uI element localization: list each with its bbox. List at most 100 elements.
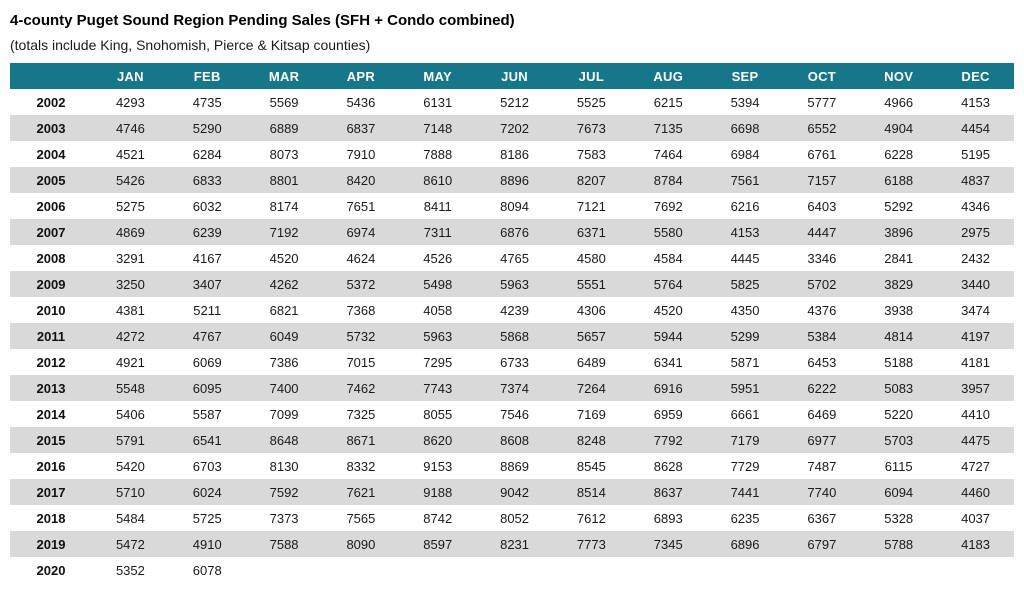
table-cell: 4921 — [115, 354, 145, 370]
table-cell: 7157 — [807, 172, 837, 188]
page-title: 4-county Puget Sound Region Pending Sale… — [10, 12, 515, 29]
table-cell: 5777 — [807, 94, 837, 110]
table-cell: 8514 — [576, 484, 606, 500]
table-cell: 7621 — [346, 484, 376, 500]
table-cell: 5472 — [115, 536, 145, 552]
table-cell: 5710 — [115, 484, 145, 500]
table-cell: 7487 — [807, 458, 837, 474]
table-cell: 5725 — [192, 510, 222, 526]
table-cell: 6235 — [730, 510, 760, 526]
table-cell: 8174 — [269, 198, 299, 214]
table-cell: 7179 — [730, 432, 760, 448]
table-cell: 5328 — [884, 510, 914, 526]
table-header: JAN FEB MAR APR MAY JUN JUL AUG SEP OCT NOV DEC — [10, 63, 1014, 89]
month-header: JUL — [552, 63, 630, 89]
table-cell: 4183 — [961, 536, 991, 552]
table-cell: 6876 — [500, 224, 530, 240]
table-cell: 5702 — [807, 276, 837, 292]
table-cell: 7592 — [269, 484, 299, 500]
table-cell — [246, 557, 323, 583]
table-cell: 5420 — [115, 458, 145, 474]
table-cell: 8620 — [423, 432, 453, 448]
table-cell: 8231 — [500, 536, 530, 552]
table-cell: 6284 — [192, 146, 222, 162]
table-cell: 4460 — [961, 484, 991, 500]
table-row: 2018 5484 5725 7373 7565 8742 8052 7612 6893 6235… — [10, 505, 1014, 531]
table-row: 2016 5420 6703 8130 8332 9153 8869 8545 8628 7729… — [10, 453, 1014, 479]
row-year: 2002 — [36, 94, 66, 110]
table-cell: 3474 — [961, 302, 991, 318]
table-cell: 5406 — [115, 406, 145, 422]
table-cell: 7373 — [269, 510, 299, 526]
table-cell: 7462 — [346, 380, 376, 396]
row-year: 2013 — [36, 380, 66, 396]
table-cell: 7400 — [269, 380, 299, 396]
table-row: 2002 4293 4735 5569 5436 6131 5212 5525 6215 5394… — [10, 89, 1014, 115]
table-cell: 4346 — [961, 198, 991, 214]
table-cell: 4727 — [961, 458, 991, 474]
table-cell: 5825 — [730, 276, 760, 292]
table-cell: 8073 — [269, 146, 299, 162]
table-cell: 6916 — [653, 380, 683, 396]
table-row: 2006 5275 6032 8174 7651 8411 8094 7121 7692 6216… — [10, 193, 1014, 219]
table-cell: 7015 — [346, 354, 376, 370]
table-cell: 6403 — [807, 198, 837, 214]
table-cell: 4869 — [115, 224, 145, 240]
table-cell: 5188 — [884, 354, 914, 370]
table-cell: 6094 — [884, 484, 914, 500]
table-cell: 5657 — [576, 328, 606, 344]
table-cell: 3250 — [115, 276, 145, 292]
page-subtitle: (totals include King, Snohomish, Pierce … — [10, 37, 371, 53]
table-cell: 6797 — [807, 536, 837, 552]
row-year: 2003 — [36, 120, 66, 136]
month-header: MAY — [399, 63, 477, 89]
table-cell: 5195 — [961, 146, 991, 162]
table-cell: 6984 — [730, 146, 760, 162]
table-cell: 7169 — [576, 406, 606, 422]
table-cell: 5551 — [576, 276, 606, 292]
table-cell: 5275 — [115, 198, 145, 214]
table-cell: 7612 — [576, 510, 606, 526]
table-cell: 8801 — [269, 172, 299, 188]
table-cell: 7121 — [576, 198, 606, 214]
table-cell: 5944 — [653, 328, 683, 344]
table-cell: 4904 — [884, 120, 914, 136]
table-cell: 7910 — [346, 146, 376, 162]
table-cell: 6552 — [807, 120, 837, 136]
table-cell: 5352 — [115, 562, 145, 578]
table-cell: 8869 — [500, 458, 530, 474]
table-cell: 6216 — [730, 198, 760, 214]
table-cell: 8055 — [423, 406, 453, 422]
table-cell: 5372 — [346, 276, 376, 292]
table-cell: 4520 — [653, 302, 683, 318]
table-cell: 6974 — [346, 224, 376, 240]
table-cell: 6977 — [807, 432, 837, 448]
table-cell — [630, 557, 707, 583]
table-cell: 8094 — [500, 198, 530, 214]
table-cell: 3440 — [961, 276, 991, 292]
table-cell: 8248 — [576, 432, 606, 448]
table-cell: 2841 — [884, 250, 914, 266]
row-year: 2015 — [36, 432, 66, 448]
table-cell: 6896 — [730, 536, 760, 552]
row-year: 2014 — [36, 406, 66, 422]
table-cell: 8628 — [653, 458, 683, 474]
table-cell: 9188 — [423, 484, 453, 500]
table-cell: 4735 — [192, 94, 222, 110]
table-cell: 6367 — [807, 510, 837, 526]
table-row: 2011 4272 4767 6049 5732 5963 5868 5657 5944 5299… — [10, 323, 1014, 349]
table-cell: 8671 — [346, 432, 376, 448]
table-cell: 4262 — [269, 276, 299, 292]
table-cell: 7345 — [653, 536, 683, 552]
table-cell: 4767 — [192, 328, 222, 344]
table-cell — [399, 557, 476, 583]
table-cell: 5498 — [423, 276, 453, 292]
table-cell: 3896 — [884, 224, 914, 240]
table-cell: 6469 — [807, 406, 837, 422]
month-header: SEP — [706, 63, 784, 89]
table-cell: 5394 — [730, 94, 760, 110]
table-row: 2012 4921 6069 7386 7015 7295 6733 6489 6341 5871… — [10, 349, 1014, 375]
table-cell: 5083 — [884, 380, 914, 396]
table-cell — [937, 557, 1014, 583]
table-cell: 5426 — [115, 172, 145, 188]
